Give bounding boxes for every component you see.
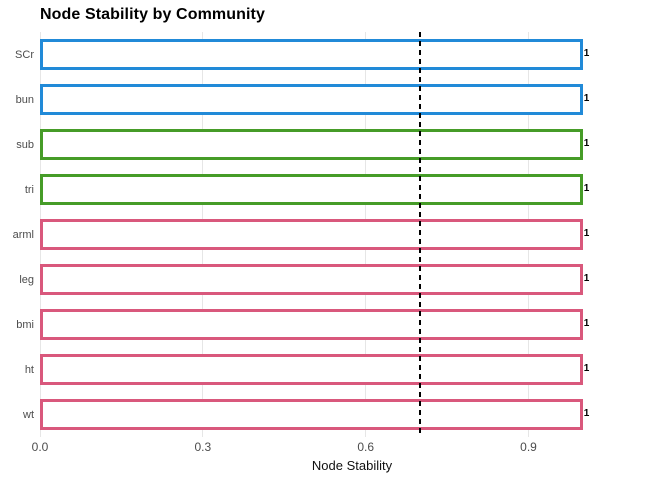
y-axis-label-tri: tri: [24, 183, 34, 196]
bar-value-label-leg: 1: [583, 273, 590, 284]
bar-sub: [40, 129, 583, 160]
y-axis-label-leg: leg: [19, 273, 34, 286]
bar-value-label-SCr: 1: [583, 48, 590, 59]
chart-title: Node Stability by Community: [40, 6, 265, 23]
plot-panel: 1 1 1 1 1 1 1 1 1: [39, 32, 664, 437]
reference-line: [418, 32, 421, 437]
x-axis-title: Node Stability: [311, 458, 393, 473]
y-axis-label-sub: sub: [16, 138, 34, 151]
x-tick-label-0.3: 0.3: [194, 440, 212, 454]
y-axis-label-SCr: SCr: [15, 48, 34, 61]
bar-value-label-arml: 1: [583, 228, 590, 239]
bar-bmi: [40, 309, 583, 340]
x-tick-label-0.6: 0.6: [357, 440, 375, 454]
bar-arml: [40, 219, 583, 250]
y-axis-label-arml: arml: [12, 228, 34, 241]
x-tick-label-0.0: 0.0: [31, 440, 49, 454]
y-axis-label-bun: bun: [15, 93, 34, 106]
bar-ht: [40, 354, 583, 385]
bar-wt: [40, 399, 583, 430]
bar-SCr: [40, 39, 583, 70]
bar-value-label-wt: 1: [583, 408, 590, 419]
bar-bun: [40, 84, 583, 115]
y-axis-label-ht: ht: [24, 363, 34, 376]
bar-value-label-tri: 1: [583, 183, 590, 194]
y-axis-label-wt: wt: [23, 408, 34, 421]
bar-leg: [40, 264, 583, 295]
bar-tri: [40, 174, 583, 205]
y-axis-label-bmi: bmi: [16, 318, 34, 331]
bar-value-label-ht: 1: [583, 363, 590, 374]
x-tick-label-0.9: 0.9: [520, 440, 537, 454]
bar-value-label-bmi: 1: [583, 318, 590, 329]
bar-value-label-sub: 1: [583, 138, 590, 149]
bar-value-label-bun: 1: [583, 93, 590, 104]
